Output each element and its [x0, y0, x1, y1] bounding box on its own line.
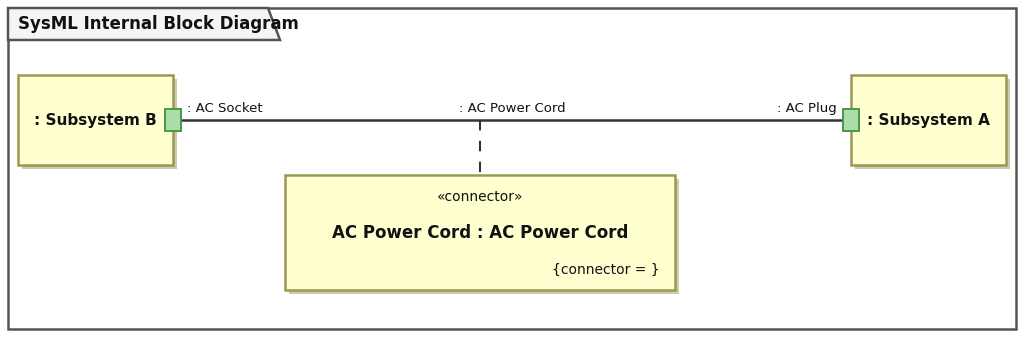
FancyBboxPatch shape	[165, 109, 181, 131]
Text: : Subsystem A: : Subsystem A	[867, 113, 990, 127]
FancyBboxPatch shape	[22, 79, 177, 169]
FancyBboxPatch shape	[851, 75, 1006, 165]
FancyBboxPatch shape	[8, 8, 1016, 329]
FancyBboxPatch shape	[843, 109, 859, 131]
Text: : Subsystem B: : Subsystem B	[34, 113, 157, 127]
Polygon shape	[8, 8, 280, 40]
Text: : AC Power Cord: : AC Power Cord	[459, 102, 565, 115]
Text: SysML Internal Block Diagram: SysML Internal Block Diagram	[18, 15, 299, 33]
Text: AC Power Cord : AC Power Cord: AC Power Cord : AC Power Cord	[332, 223, 628, 242]
Text: : AC Plug: : AC Plug	[777, 102, 837, 115]
FancyBboxPatch shape	[289, 179, 679, 294]
Text: «connector»: «connector»	[437, 190, 523, 204]
Text: : AC Socket: : AC Socket	[187, 102, 262, 115]
FancyBboxPatch shape	[855, 79, 1010, 169]
FancyBboxPatch shape	[285, 175, 675, 290]
FancyBboxPatch shape	[18, 75, 173, 165]
Text: {connector = }: {connector = }	[552, 263, 660, 277]
